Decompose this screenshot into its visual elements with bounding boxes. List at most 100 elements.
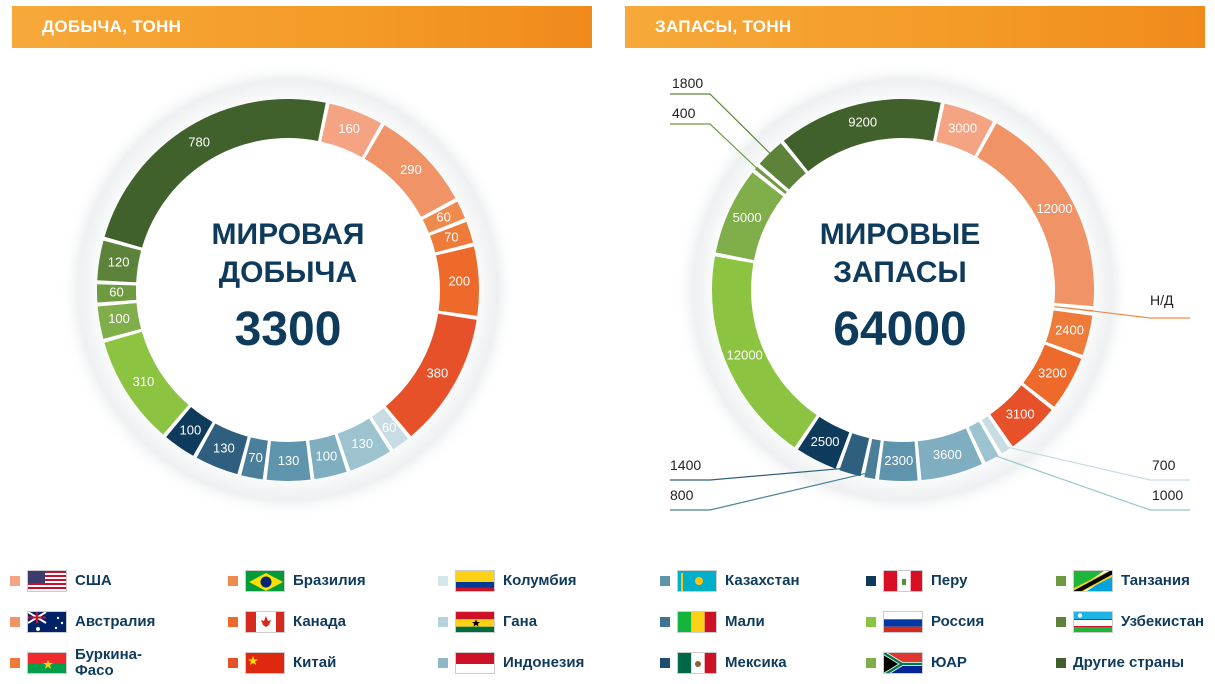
production-slice [104,98,326,248]
reserves-slice [711,256,817,448]
production-slice-label: 60 [109,284,123,299]
bf-flag-icon [27,652,67,674]
chart2-center-line1: МИРОВЫЕ [820,218,981,251]
production-donut: 160 290 60 70 200 380 60 130 100 130 70 130 100 310 10… [97,98,479,482]
legend-swatch [228,576,238,586]
za-flag-icon [883,652,923,674]
chart2-center-line2: ЗАПАСЫ [833,256,967,289]
legend-item: США [10,566,112,596]
legend-label: Канада [293,613,346,630]
chart1-total: 3300 [235,303,342,356]
production-slice [364,125,456,217]
legend-label: Танзания [1121,572,1190,589]
reserves-header: ЗАПАСЫ, ТОНН [625,6,1205,48]
production-header: ДОБЫЧА, ТОНН [12,6,592,48]
production-slice-label: 380 [426,366,448,381]
chart1-center-line2: ДОБЫЧА [219,256,357,289]
legend-item: Австралия [10,607,155,637]
reserves-callout-line [989,453,1190,511]
reserves-slice-label: 1800 [672,75,703,91]
legend-item: Россия [866,607,984,637]
production-slice [429,221,474,253]
reserves-donut: 3000 12000 Н/Д 2400 3200 3100 700 1000 3600 2300 8… [670,75,1190,511]
legend-label: Мексика [725,654,787,671]
br-flag-icon [245,570,285,592]
kz-flag-icon [677,570,717,592]
ml-flag-icon [677,611,717,633]
legend-swatch [866,617,876,627]
production-slice [321,103,381,158]
reserves-slice [981,416,1010,454]
legend-swatch [10,658,20,668]
chart2-total: 64000 [833,303,966,356]
legend-swatch [228,617,238,627]
reserves-slice-label: 400 [672,105,696,121]
reserves-slice [783,99,941,172]
legend-label: Китай [293,654,337,671]
production-slice-label: 100 [316,449,338,464]
legend-swatch [660,617,670,627]
production-slice [196,423,248,475]
production-slice-label: 130 [278,453,300,468]
production-slice-label: 60 [436,209,450,224]
reserves-slice [1045,310,1093,355]
legend-item: Бразилия [228,566,366,596]
legend-swatch [1056,617,1066,627]
uz-flag-icon [1073,611,1113,633]
reserves-callout-line [1086,309,1190,319]
legend-item: Китай [228,648,336,678]
reserves-slice-label: 2300 [884,453,913,468]
legend-swatch [866,576,876,586]
ru-flag-icon [883,611,923,633]
reserves-slice-label: 12000 [727,347,763,362]
production-slice [97,240,142,283]
legend-label: Перу [931,572,968,589]
reserves-callout-line [670,123,762,173]
production-slice [337,418,390,471]
production-slice [97,284,137,303]
legend-item: Буркина- Фасо [10,647,142,679]
us-flag-icon [27,570,67,592]
legend-item: ЮАР [866,648,967,678]
legend-label: ЮАР [931,654,967,671]
reserves-slice [917,428,982,481]
production-slice [104,331,189,435]
production-slice-label: 100 [108,311,130,326]
reserves-callout-line [670,467,852,481]
reserves-slice-label: 3100 [1006,407,1035,422]
reserves-slice [878,440,918,481]
reserves-slice [977,123,1095,307]
production-slice-label: 130 [213,440,235,455]
reserves-slice [1054,306,1093,312]
cn-flag-icon [245,652,285,674]
au-flag-icon [27,611,67,633]
legend-label: Бразилия [293,572,366,589]
legend-item: Индонезия [438,648,584,678]
reserves-slice [936,103,993,156]
reserves-slice-label: 9200 [848,115,877,130]
reserves-slice [1023,344,1082,407]
production-slice-label: 120 [108,255,130,270]
production-slice-label: 60 [382,420,396,435]
legend-swatch [228,658,238,668]
reserves-callout-line [1002,445,1190,481]
legend-swatch [10,617,20,627]
ca-flag-icon [245,611,285,633]
production-slice [422,201,465,233]
production-slice [266,440,311,482]
production-slice [385,313,477,437]
legend-swatch [438,658,448,668]
reserves-callout-line [670,93,775,158]
legend-item: Гана [438,607,537,637]
legend-label: США [75,572,112,589]
legend-label: Узбекистан [1121,613,1205,630]
reserves-slice-label: 800 [670,487,694,503]
production-slice-label: 310 [133,374,155,389]
reserves-slice [839,433,870,477]
pe-flag-icon [883,570,923,592]
production-slice [241,437,268,480]
production-slice [371,408,408,450]
legend-label: Гана [503,613,538,630]
legend-item: Другие страны [1056,648,1184,678]
reserves-slice-label: 12000 [1036,201,1072,216]
